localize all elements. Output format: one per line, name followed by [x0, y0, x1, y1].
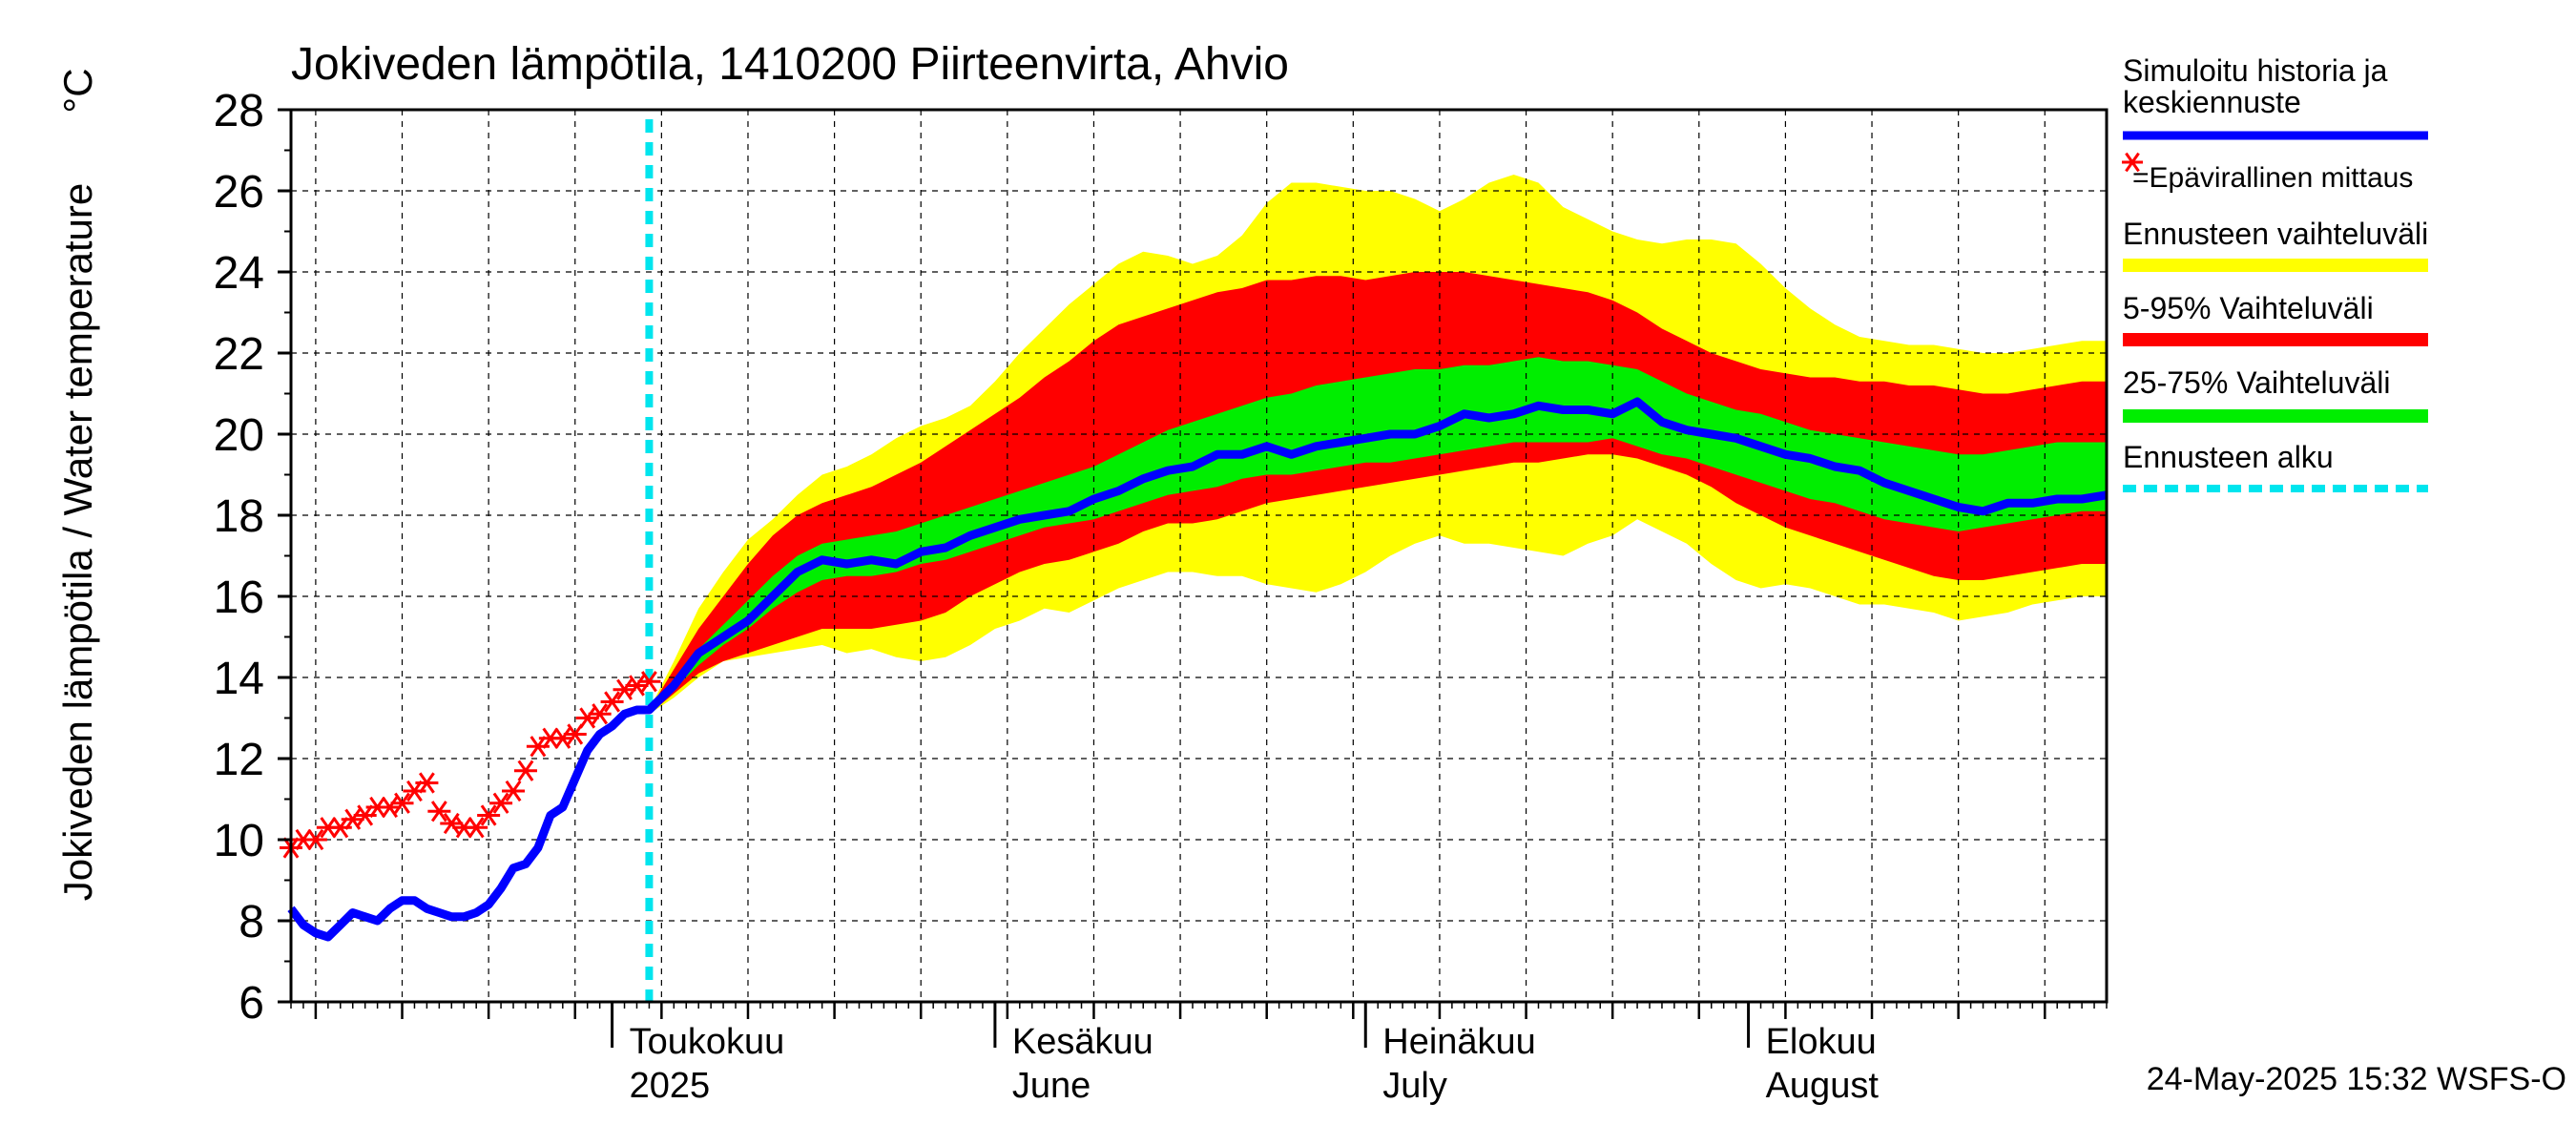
legend-label-forecast-start: Ennusteen alku	[2123, 440, 2334, 474]
x-month-label: Toukokuu	[630, 1022, 785, 1062]
simulated-series	[287, 397, 2108, 942]
grid	[291, 110, 2107, 1002]
legend-label-observed: =Epävirallinen mittaus	[2132, 162, 2413, 194]
y-tick-label: 26	[214, 167, 264, 218]
observed-point	[303, 828, 327, 851]
observed-point	[477, 804, 501, 826]
band-5-95	[649, 272, 2107, 715]
x-month-sublabel: July	[1382, 1066, 1447, 1106]
x-month-sublabel: August	[1766, 1066, 1880, 1106]
observed-point	[551, 727, 574, 749]
y-tick-label: 22	[214, 329, 264, 380]
y-tick-label: 16	[214, 572, 264, 623]
y-tick-label: 28	[214, 86, 264, 136]
legend-swatch-observed	[2122, 152, 2143, 173]
observed-series	[280, 671, 661, 859]
x-month-label: Kesäkuu	[1012, 1022, 1153, 1062]
x-month-label: Heinäkuu	[1382, 1022, 1536, 1062]
forecast-bands	[649, 175, 2107, 715]
band-25-75	[649, 357, 2107, 715]
observed-point	[440, 812, 464, 835]
y-axis-label: Jokiveden lämpötila / Water temperature	[55, 183, 100, 901]
legend-label-simulated: Simuloitu historia ja	[2123, 53, 2388, 88]
observed-point	[378, 796, 402, 819]
y-tick-label: 20	[214, 410, 264, 461]
y-tick-label: 10	[214, 816, 264, 866]
simulated-line	[287, 397, 2108, 942]
x-month-label: Elokuu	[1766, 1022, 1877, 1062]
x-month-sublabel: June	[1012, 1066, 1091, 1106]
y-tick-label: 24	[214, 248, 264, 299]
observed-point	[563, 723, 587, 745]
y-tick-label: 12	[214, 735, 264, 785]
observed-point	[341, 808, 364, 830]
observed-point	[637, 671, 661, 693]
y-tick-label: 18	[214, 491, 264, 542]
observed-point	[502, 780, 526, 802]
observed-point	[600, 691, 624, 713]
observed-point	[625, 675, 649, 697]
legend-label-25-75: 25-75% Vaihteluväli	[2123, 365, 2390, 400]
y-tick-label: 8	[239, 897, 264, 947]
timestamp: 24-May-2025 15:32 WSFS-O	[2147, 1061, 2566, 1097]
y-tick-label: 14	[214, 654, 264, 704]
observed-point	[390, 792, 414, 814]
observed-point	[513, 760, 537, 781]
legend-label-simulated-cont: keskiennuste	[2123, 85, 2301, 119]
y-axis-unit: °C	[55, 68, 100, 113]
observed-point	[489, 792, 513, 814]
legend-label-full-range: Ennusteen vaihteluväli	[2123, 217, 2428, 251]
x-month-sublabel: 2025	[630, 1066, 711, 1106]
y-tick-label: 6	[239, 978, 264, 1029]
legend-label-5-95: 5-95% Vaihteluväli	[2123, 291, 2374, 325]
observed-point	[465, 817, 488, 839]
observed-point	[427, 801, 451, 822]
chart-title: Jokiveden lämpötila, 1410200 Piirteenvir…	[291, 39, 1289, 90]
observed-point	[575, 707, 599, 729]
observed-point	[613, 678, 636, 700]
observed-point	[415, 772, 439, 794]
observed-point	[588, 703, 612, 725]
